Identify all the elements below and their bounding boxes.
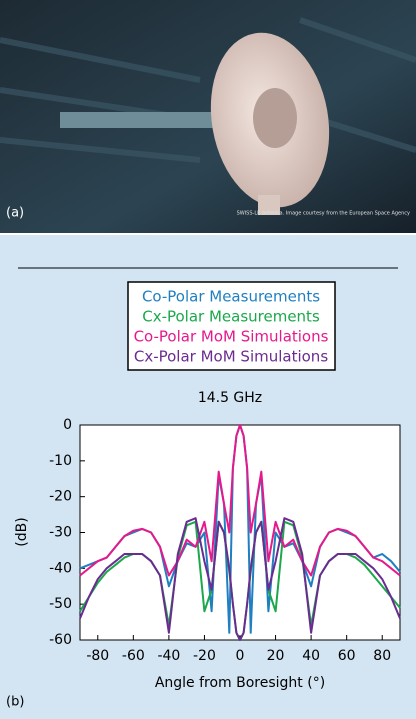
legend-entry: Cx-Polar Measurements	[142, 308, 320, 326]
x-tick-label: 0	[236, 648, 245, 664]
legend-entry: Cx-Polar MoM Simulations	[134, 348, 328, 366]
x-tick-label: 20	[267, 648, 285, 664]
y-tick-label: 0	[63, 417, 72, 433]
x-tick-label: -20	[193, 648, 216, 664]
x-tick-label: -80	[86, 648, 109, 664]
dish-mount	[258, 195, 280, 215]
y-tick-label: -60	[49, 632, 72, 648]
legend	[127, 281, 336, 371]
y-axis-label: (dB)	[14, 517, 30, 546]
y-tick-label: -50	[49, 596, 72, 612]
series-line	[79, 517, 401, 641]
panel-label: (a)	[6, 206, 24, 221]
y-tick-label: -20	[49, 489, 72, 505]
x-axis-label: Angle from Boresight (°)	[155, 675, 325, 691]
x-tick-label: 40	[302, 648, 320, 664]
y-tick-label: -40	[49, 560, 72, 576]
absorbers	[0, 17, 416, 163]
y-tick-label: -30	[49, 525, 72, 541]
subreflector	[253, 88, 297, 148]
y-tick-label: -10	[49, 453, 72, 469]
x-tick-label: -60	[122, 648, 145, 664]
x-tick-label: -40	[157, 648, 180, 664]
plot-area	[79, 424, 401, 641]
x-tick-label: 80	[373, 648, 391, 664]
legend-entry: Co-Polar Measurements	[142, 288, 320, 306]
feed-arm	[60, 112, 240, 128]
chart-title: 14.5 GHz	[198, 390, 262, 406]
series-line	[79, 424, 401, 577]
photo: (a) SWISS-LE antenna. Image courtesy fro…	[0, 0, 416, 233]
legend-entry: Co-Polar MoM Simulations	[134, 328, 329, 346]
panel-label: (b)	[6, 695, 24, 710]
image-credit: SWISS-LE antenna. Image courtesy from th…	[237, 211, 410, 217]
x-tick-label: 60	[338, 648, 356, 664]
